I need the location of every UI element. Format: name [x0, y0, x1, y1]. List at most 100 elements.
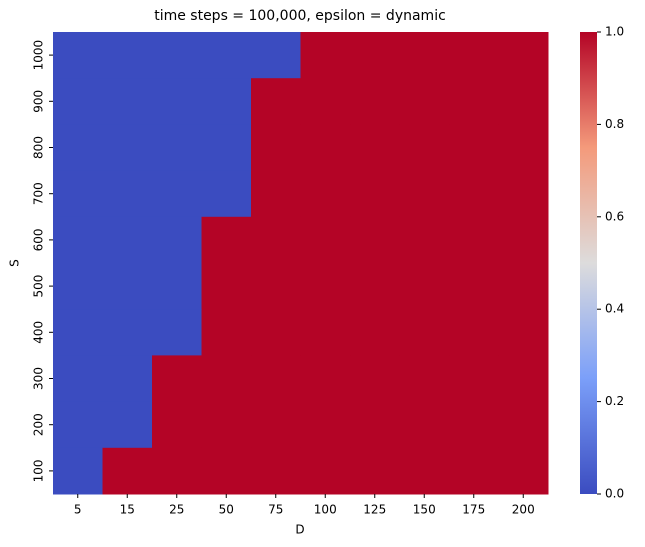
heatmap-cell	[350, 401, 400, 449]
heatmap-cell	[300, 309, 351, 356]
heatmap-cell	[53, 447, 103, 495]
heatmap-cell	[152, 78, 202, 125]
heatmap-cell	[201, 447, 252, 495]
heatmap-cell	[498, 216, 549, 264]
heatmap-cell	[152, 309, 202, 356]
heatmap-cell	[399, 447, 450, 495]
heatmap-cell	[53, 309, 103, 356]
heatmap-cell	[350, 170, 400, 218]
heatmap-cell	[399, 355, 450, 403]
heatmap-cell	[53, 78, 103, 125]
colorbar	[580, 32, 597, 494]
heatmap-cell	[152, 355, 202, 403]
heatmap-cell	[102, 263, 153, 310]
heatmap-cell	[251, 309, 301, 356]
heatmap-cell	[201, 355, 252, 403]
y-tick-label: 700	[32, 182, 46, 205]
colorbar-tick-label: 0.4	[605, 302, 624, 316]
heatmap-cell	[449, 447, 499, 495]
heatmap-cell	[449, 355, 499, 403]
heatmap-cell	[152, 401, 202, 449]
heatmap-cell	[201, 401, 252, 449]
heatmap-cell	[102, 401, 153, 449]
heatmap-cell	[201, 124, 252, 172]
heatmap-cell	[152, 170, 202, 218]
heatmap-cell	[449, 170, 499, 218]
heatmap-cell	[102, 309, 153, 356]
y-tick-label: 100	[32, 459, 46, 482]
x-tick-label: 175	[462, 503, 485, 517]
heatmap-cell	[449, 263, 499, 310]
y-tick-label: 900	[32, 90, 46, 113]
heatmap-cell	[201, 263, 252, 310]
heatmap-cell	[449, 32, 499, 79]
x-tick-label: 200	[512, 503, 535, 517]
colorbar-tick-label: 0.6	[605, 209, 624, 223]
heatmap-cell	[350, 447, 400, 495]
heatmap-cell	[53, 124, 103, 172]
heatmap-cell	[102, 355, 153, 403]
heatmap-cell	[449, 401, 499, 449]
x-tick-label: 50	[219, 503, 234, 517]
y-tick-label: 400	[32, 321, 46, 344]
heatmap-cell	[399, 263, 450, 310]
colorbar-tick-label: 0.2	[605, 394, 624, 408]
heatmap-cell	[201, 309, 252, 356]
heatmap-cell	[201, 170, 252, 218]
heatmap-cell	[251, 32, 301, 79]
heatmap-cell	[251, 447, 301, 495]
heatmap-cell	[498, 32, 549, 79]
heatmap-cell	[102, 124, 153, 172]
heatmap-cell	[498, 263, 549, 310]
x-axis-label: D	[295, 523, 304, 537]
heatmap-cell	[300, 124, 351, 172]
heatmap-cell	[399, 32, 450, 79]
chart-title: time steps = 100,000, epsilon = dynamic	[154, 8, 446, 24]
heatmap-cell	[53, 170, 103, 218]
x-tick-label: 125	[363, 503, 386, 517]
x-tick-label: 75	[268, 503, 283, 517]
heatmap-cell	[449, 216, 499, 264]
heatmap-cell	[102, 78, 153, 125]
heatmap-cell	[53, 401, 103, 449]
heatmap-cell	[449, 309, 499, 356]
heatmap-cell	[53, 216, 103, 264]
heatmap-cell	[300, 78, 351, 125]
x-tick-label: 150	[413, 503, 436, 517]
colorbar-tick-label: 0.0	[605, 487, 624, 501]
heatmap-cell	[399, 309, 450, 356]
heatmap-cell	[102, 170, 153, 218]
heatmap-cell	[53, 263, 103, 310]
colorbar-tick-label: 1.0	[605, 25, 624, 39]
heatmap-cell	[350, 124, 400, 172]
heatmap-cell	[399, 78, 450, 125]
heatmap-cell	[498, 401, 549, 449]
x-tick-label: 25	[169, 503, 184, 517]
heatmap-cell	[251, 401, 301, 449]
heatmap-cell	[152, 124, 202, 172]
heatmap-cell	[350, 78, 400, 125]
heatmap-cell	[53, 32, 103, 79]
heatmap-cell	[449, 78, 499, 125]
heatmap-cell	[251, 78, 301, 125]
heatmap-cell	[498, 124, 549, 172]
heatmap-cell	[498, 355, 549, 403]
heatmap-cell	[251, 216, 301, 264]
y-tick-label: 600	[32, 228, 46, 251]
heatmap-cell	[201, 216, 252, 264]
heatmap-cell	[102, 216, 153, 264]
heatmap-cell	[350, 309, 400, 356]
heatmap-cell	[201, 32, 252, 79]
heatmap-cell	[251, 124, 301, 172]
heatmap-cell	[102, 32, 153, 79]
heatmap-cell	[498, 78, 549, 125]
heatmap-cell	[152, 263, 202, 310]
heatmap-cell	[251, 355, 301, 403]
x-tick-label: 100	[314, 503, 337, 517]
y-tick-label: 1000	[32, 40, 46, 71]
heatmap-cell	[449, 124, 499, 172]
y-tick-label: 800	[32, 136, 46, 159]
heatmap-cell	[498, 309, 549, 356]
colorbar-tick-label: 0.8	[605, 117, 624, 131]
